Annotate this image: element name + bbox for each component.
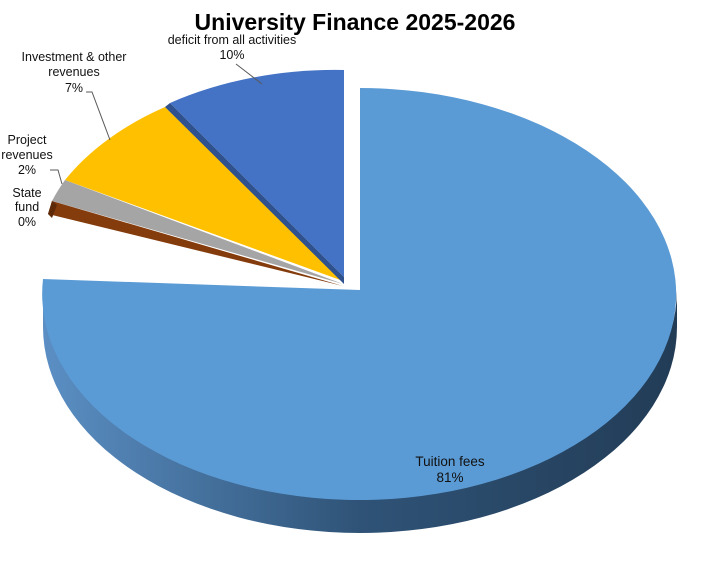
slice-investment-other-revenues — [65, 107, 343, 281]
label-tuition-name: Tuition fees — [415, 454, 485, 469]
label-deficit-name: deficit from all activities — [168, 33, 297, 47]
label-deficit-value: 10% — [219, 48, 244, 62]
label-state-name-line1: State — [12, 186, 41, 200]
label-project-value: 2% — [18, 163, 36, 177]
label-tuition-value: 81% — [436, 470, 463, 485]
leader-line-project — [50, 169, 63, 185]
slice-edge-deficit — [165, 103, 344, 284]
leader-line-deficit — [235, 63, 263, 85]
leader-line-investment — [86, 91, 111, 141]
slice-project-revenues — [52, 180, 343, 284]
label-investment-name-line2: revenues — [48, 65, 99, 79]
slice-side-state-fund — [48, 201, 57, 218]
label-state-value: 0% — [18, 215, 36, 229]
label-project-name-line2: revenues — [1, 148, 52, 162]
label-state-name-line2: fund — [15, 200, 39, 214]
slice-state-fund — [48, 201, 343, 286]
label-project-name-line1: Project — [8, 133, 47, 147]
slice-deficit-from-all-activities — [170, 69, 344, 278]
chart-title: University Finance 2025-2026 — [195, 9, 516, 35]
label-investment-name-line1: Investment & other — [22, 50, 127, 64]
slice-tuition-fees — [42, 88, 677, 500]
label-investment-value: 7% — [65, 81, 83, 95]
